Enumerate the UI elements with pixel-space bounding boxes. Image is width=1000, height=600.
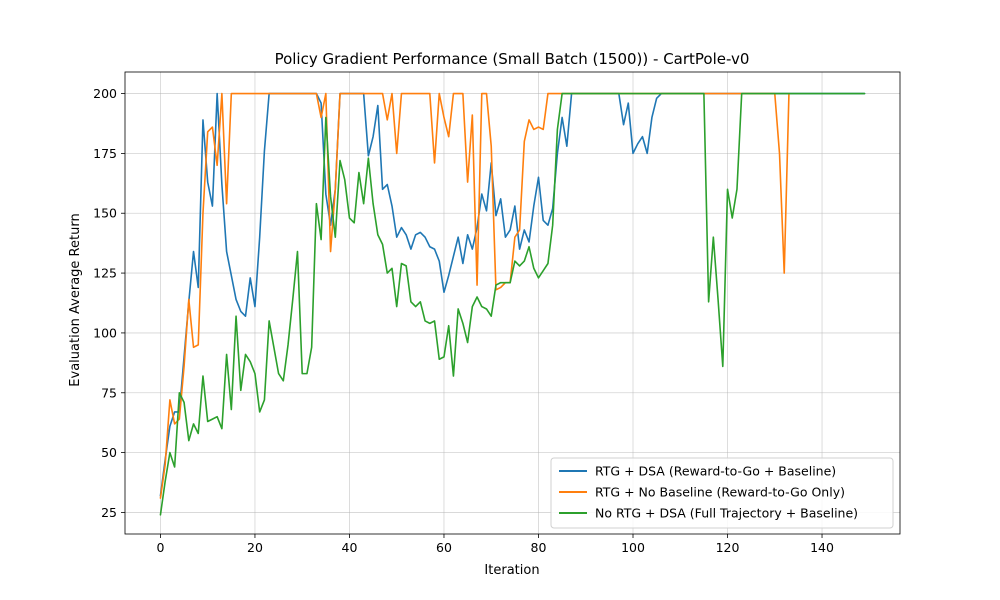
x-tick-label: 80 <box>531 540 547 555</box>
x-tick-label: 140 <box>810 540 834 555</box>
series-line-3 <box>159 92 866 516</box>
legend: RTG + DSA (Reward-to-Go + Baseline) RTG +… <box>550 457 894 529</box>
y-tick-label: 25 <box>101 505 117 520</box>
legend-label-3: No RTG + DSA (Full Trajectory + Baseline… <box>595 506 858 521</box>
y-tick-label: 50 <box>101 445 117 460</box>
chart-title: Policy Gradient Performance (Small Batch… <box>275 50 750 68</box>
series-lines <box>159 92 866 516</box>
x-tick-label: 40 <box>342 540 358 555</box>
y-tick-label: 100 <box>93 325 117 340</box>
legend-label-1: RTG + DSA (Reward-to-Go + Baseline) <box>595 464 836 479</box>
axes-frame <box>124 71 901 535</box>
axis-ticks: 0 20 40 60 80 100 120 140 25 50 75 100 125 150 175 200 <box>93 86 834 555</box>
x-tick-label: 100 <box>621 540 645 555</box>
x-tick-label: 20 <box>247 540 263 555</box>
legend-label-2: RTG + No Baseline (Reward-to-Go Only) <box>595 485 845 500</box>
x-axis-label: Iteration <box>484 563 539 578</box>
y-tick-label: 150 <box>93 206 117 221</box>
x-tick-label: 60 <box>436 540 452 555</box>
legend-box <box>550 457 894 529</box>
grid <box>125 72 900 534</box>
x-tick-label: 0 <box>156 540 164 555</box>
y-tick-label: 125 <box>93 266 117 281</box>
x-tick-label: 120 <box>716 540 740 555</box>
y-tick-label: 200 <box>93 86 117 101</box>
y-tick-label: 175 <box>93 146 117 161</box>
y-axis-label: Evaluation Average Return <box>68 213 83 386</box>
y-tick-label: 75 <box>101 385 117 400</box>
